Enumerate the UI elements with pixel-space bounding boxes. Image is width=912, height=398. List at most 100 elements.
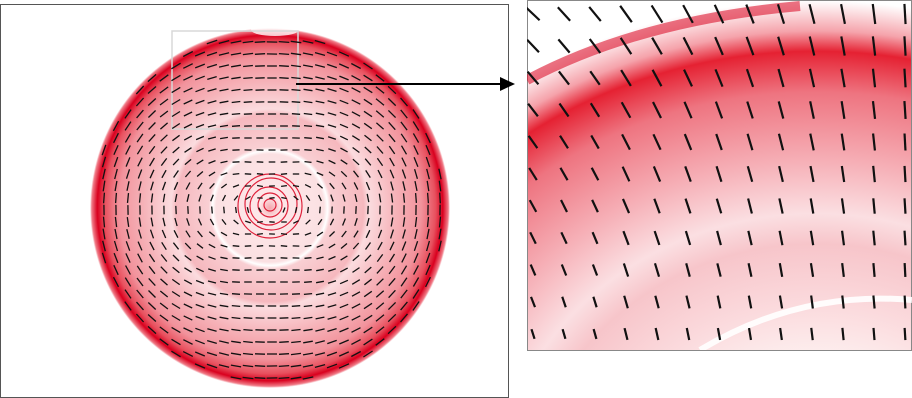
vector-glyph <box>183 99 193 105</box>
vector-glyph <box>183 123 193 129</box>
vector-glyph <box>183 327 193 333</box>
vector-glyph <box>315 280 325 284</box>
vector-glyph <box>438 168 442 180</box>
vector-glyph <box>281 196 287 200</box>
vector-glyph <box>327 75 337 81</box>
vector-glyph <box>160 254 168 262</box>
vector-glyph <box>184 158 192 166</box>
inset-vector-glyph <box>840 133 846 151</box>
vector-glyph <box>254 377 266 379</box>
inset-vector-glyph <box>871 133 877 151</box>
inset-vector-glyph <box>591 199 599 213</box>
vector-glyph <box>350 350 362 358</box>
vector-glyph <box>102 192 106 204</box>
vector-glyph <box>173 170 179 178</box>
inset-vector-glyph <box>903 68 907 88</box>
inset-vector-glyph <box>591 231 599 245</box>
vector-glyph <box>363 86 373 94</box>
inset-vector-glyph <box>903 133 907 151</box>
vector-glyph <box>242 52 254 56</box>
inset-vector-glyph <box>683 133 693 151</box>
vector-glyph <box>136 289 144 299</box>
inset-vector-glyph <box>651 69 663 87</box>
vector-glyph <box>207 136 217 140</box>
inset-vector-glyph <box>808 36 816 56</box>
vector-glyph <box>315 100 325 104</box>
vector-glyph <box>256 173 264 175</box>
vector-glyph <box>280 245 288 247</box>
vector-glyph <box>219 88 229 92</box>
vector-glyph <box>256 184 264 188</box>
inset-vector-glyph <box>620 101 632 119</box>
vector-glyph <box>339 135 349 141</box>
vector-glyph <box>269 197 275 199</box>
vector-glyph <box>161 241 167 251</box>
inset-vector-glyph <box>777 68 785 88</box>
vector-glyph <box>278 353 290 355</box>
vector-glyph <box>219 100 229 104</box>
vector-glyph <box>195 303 205 309</box>
vector-glyph <box>412 301 420 311</box>
vector-glyph <box>243 88 253 92</box>
inset-vector-glyph <box>778 263 784 277</box>
vector-glyph <box>124 289 132 299</box>
vector-glyph <box>302 64 314 68</box>
vector-glyph <box>363 338 373 346</box>
vector-glyph <box>425 252 431 264</box>
vector-glyph <box>339 123 349 129</box>
vector-glyph <box>242 364 254 368</box>
vector-glyph <box>364 134 372 142</box>
vector-glyph <box>316 231 324 237</box>
vector-glyph <box>137 253 143 263</box>
vector-glyph <box>126 181 130 191</box>
vector-glyph <box>303 316 313 320</box>
vector-glyph <box>125 145 131 155</box>
vector-glyph <box>328 148 336 152</box>
vector-glyph <box>364 242 372 250</box>
vector-glyph <box>183 279 193 285</box>
vector-glyph <box>328 243 336 249</box>
vector-glyph <box>438 240 442 252</box>
vector-glyph <box>182 50 194 58</box>
inset-vector-glyph <box>623 295 629 309</box>
vector-glyph <box>426 216 430 228</box>
vector-glyph <box>314 39 326 45</box>
vector-glyph <box>316 148 324 152</box>
vector-glyph <box>316 256 324 260</box>
vector-glyph <box>220 183 228 189</box>
vector-glyph <box>186 194 190 202</box>
vector-glyph <box>303 76 313 80</box>
vector-glyph <box>218 364 230 368</box>
vector-glyph <box>231 112 241 116</box>
vector-glyph <box>112 120 120 132</box>
vector-glyph <box>243 317 253 319</box>
vector-glyph <box>350 62 362 70</box>
vector-glyph <box>315 136 325 140</box>
vector-glyph <box>291 64 301 68</box>
vector-glyph <box>304 269 312 271</box>
vector-glyph <box>291 101 301 103</box>
inset-edge-band <box>527 1 801 85</box>
vector-glyph <box>388 277 396 287</box>
vector-glyph <box>207 328 217 332</box>
inset-vector-glyph <box>841 327 845 341</box>
vector-glyph <box>291 88 301 92</box>
vector-glyph <box>148 277 156 287</box>
vector-glyph <box>184 254 192 262</box>
vector-glyph <box>232 245 240 247</box>
inset-vector-glyph <box>682 36 694 56</box>
vector-glyph <box>171 110 181 118</box>
vector-glyph <box>196 159 204 165</box>
vector-glyph <box>243 64 253 68</box>
vector-glyph <box>197 218 203 226</box>
vector-glyph <box>327 327 337 333</box>
vector-glyph <box>439 192 441 204</box>
vector-glyph <box>351 111 361 117</box>
inset-vector-glyph <box>528 199 538 213</box>
vector-glyph <box>101 252 107 264</box>
vector-glyph <box>315 292 325 296</box>
vector-glyph <box>196 243 204 249</box>
vector-glyph <box>291 76 301 80</box>
vector-glyph <box>223 206 225 214</box>
inset-vector-glyph <box>903 263 907 277</box>
